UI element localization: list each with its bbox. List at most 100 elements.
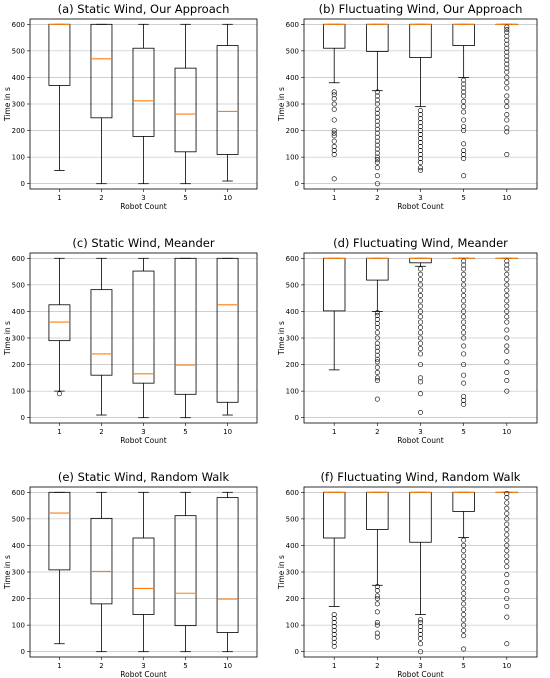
- flier-point: [504, 558, 510, 564]
- flier-point: [417, 108, 423, 114]
- panel-5: (e) Static Wind, Random Walk 0 100 200 300 40…: [3, 470, 258, 678]
- flier-point: [417, 308, 423, 314]
- flier-point: [461, 104, 467, 110]
- flier-point: [504, 505, 510, 511]
- flier-point: [461, 611, 467, 617]
- flier-point: [461, 266, 467, 272]
- flier-point: [374, 130, 380, 136]
- flier-point: [417, 379, 423, 385]
- box-body: [452, 23, 475, 46]
- flier-point: [461, 548, 467, 554]
- flier-point: [504, 61, 510, 67]
- box-1: [323, 257, 346, 371]
- flier-point: [504, 104, 510, 110]
- flier-point: [331, 627, 337, 633]
- flier-point: [374, 138, 380, 144]
- flier-point: [461, 319, 467, 325]
- flier-point: [461, 124, 467, 130]
- flier-point: [331, 639, 337, 645]
- flier-point: [417, 132, 423, 138]
- flier-point: [374, 165, 380, 171]
- flier-point: [504, 511, 510, 517]
- box-body: [366, 491, 389, 530]
- flier-point: [331, 631, 337, 637]
- flier-point: [417, 287, 423, 293]
- flier-point: [374, 89, 380, 95]
- box-body: [174, 257, 197, 395]
- y-axis-label: Time in s: [277, 321, 286, 356]
- flier-point: [374, 352, 380, 358]
- y-tick-label: 300: [12, 101, 25, 109]
- flier-point: [504, 125, 510, 131]
- flier-point: [504, 57, 510, 63]
- flier-point: [461, 401, 467, 407]
- box-body: [174, 67, 197, 153]
- y-tick-label: 0: [295, 180, 299, 188]
- y-tick-label: 200: [286, 361, 299, 369]
- flier-point: [504, 53, 510, 59]
- x-tick-label: 5: [461, 428, 465, 436]
- flier-point: [461, 351, 467, 357]
- y-tick-label: 600: [12, 255, 25, 263]
- flier-point: [461, 633, 467, 639]
- box-1: [323, 491, 346, 649]
- flier-point: [504, 65, 510, 71]
- flier-point: [417, 303, 423, 309]
- box-3: [409, 23, 432, 173]
- flier-point: [374, 356, 380, 362]
- flier-point: [504, 308, 510, 314]
- flier-point: [331, 623, 337, 629]
- flier-point: [504, 335, 510, 341]
- flier-point: [417, 151, 423, 157]
- flier-point: [461, 271, 467, 277]
- x-tick-label: 1: [332, 662, 336, 670]
- box-5: [452, 491, 475, 652]
- x-tick-label: 2: [99, 662, 103, 670]
- panel-6: (f) Fluctuating Wind, Random Walk 0 100 200…: [277, 470, 538, 678]
- flier-point: [417, 140, 423, 146]
- y-tick-label: 400: [286, 308, 299, 316]
- flier-point: [504, 262, 510, 268]
- y-tick-label: 300: [286, 569, 299, 577]
- y-axis-label: Time in s: [277, 87, 286, 122]
- flier-point: [417, 324, 423, 330]
- flier-point: [504, 319, 510, 325]
- flier-point: [417, 124, 423, 130]
- flier-point: [504, 516, 510, 522]
- flier-point: [504, 614, 510, 620]
- box-1: [48, 257, 71, 397]
- box-3: [132, 257, 155, 419]
- flier-point: [417, 271, 423, 277]
- flier-point: [504, 24, 510, 30]
- x-tick-label: 1: [332, 194, 336, 202]
- flier-point: [374, 110, 380, 116]
- box-10: [216, 257, 239, 416]
- flier-point: [461, 93, 467, 99]
- y-tick-label: 400: [12, 542, 25, 550]
- box-body: [409, 491, 432, 543]
- x-axis-label: Robot Count: [397, 202, 443, 211]
- flier-point: [331, 138, 337, 144]
- flier-point: [417, 165, 423, 171]
- flier-point: [504, 277, 510, 283]
- flier-point: [504, 370, 510, 376]
- x-tick-label: 1: [332, 428, 336, 436]
- x-axis-label: Robot Count: [120, 436, 166, 445]
- box-2: [366, 23, 389, 187]
- flier-point: [461, 77, 467, 83]
- y-tick-label: 100: [12, 154, 25, 162]
- box-body: [366, 257, 389, 281]
- x-tick-label: 2: [99, 428, 103, 436]
- flier-point: [374, 324, 380, 330]
- y-tick-label: 500: [12, 515, 25, 523]
- flier-point: [504, 548, 510, 554]
- y-tick-label: 0: [21, 180, 25, 188]
- flier-point: [374, 596, 380, 602]
- x-axis-label: Robot Count: [397, 436, 443, 445]
- flier-point: [461, 98, 467, 104]
- panel-title: (c) Static Wind, Meander: [72, 236, 214, 250]
- flier-point: [331, 643, 337, 649]
- y-tick-label: 300: [12, 335, 25, 343]
- x-axis-label: Robot Count: [397, 670, 443, 678]
